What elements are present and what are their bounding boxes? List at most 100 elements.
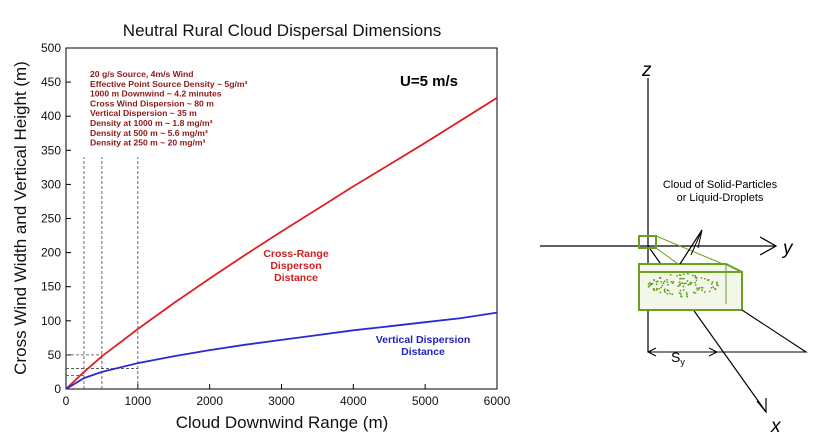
particle-dot <box>677 285 680 288</box>
particle-dot <box>666 279 668 281</box>
particle-dot <box>676 275 678 277</box>
particle-dot <box>694 274 697 277</box>
particle-dot <box>659 291 662 294</box>
particle-dot <box>682 289 685 291</box>
y-tick-label: 150 <box>41 280 61 294</box>
y-axis-label: Cross Wind Width and Vertical Height (m) <box>11 61 30 375</box>
particle-dot <box>711 281 714 284</box>
x-tick-label: 0 <box>63 394 70 408</box>
particle-dot <box>670 281 673 283</box>
y-axis-label: y <box>781 238 794 259</box>
particle-dot <box>686 280 689 282</box>
particle-dot <box>694 292 697 294</box>
particle-dot <box>653 279 655 282</box>
y-tick-label: 250 <box>41 212 61 226</box>
particle-dot <box>652 288 655 290</box>
particle-dot <box>660 286 663 289</box>
annotation-line: Density at 500 m ~ 5.6 mg/m³ <box>90 128 208 138</box>
particle-dot <box>715 282 718 285</box>
cross-range-label-line: Disperson <box>270 260 321 272</box>
particle-dot <box>672 280 675 283</box>
particle-dot <box>703 291 706 293</box>
reference-lines <box>66 157 139 389</box>
series-group <box>65 97 498 390</box>
particle-dot <box>669 292 671 295</box>
particle-dot <box>649 284 651 287</box>
particle-dot <box>679 289 682 292</box>
annotation-line: Cross Wind Dispersion ~ 80 m <box>90 98 214 108</box>
particle-dot <box>686 293 688 296</box>
particle-dot <box>663 290 666 292</box>
particle-dot <box>678 284 681 286</box>
cloud-label-line-1: Cloud of Solid-Particles <box>663 179 778 191</box>
vertical-dispersion-label-line: Vertical Dispersion <box>376 334 471 346</box>
y-ticks: 0 50 100 150 200 250 300 350 400 450 500 <box>41 41 71 396</box>
x-tick-label: 2000 <box>196 394 223 408</box>
particle-dot <box>681 277 683 280</box>
particle-dot <box>666 281 669 284</box>
y-tick-label: 100 <box>41 314 61 328</box>
x-axis-label: Cloud Downwind Range (m) <box>176 413 389 432</box>
z-axis-label: z <box>641 60 652 81</box>
cloud-box <box>638 263 743 311</box>
particle-dot <box>678 292 681 294</box>
particle-dot <box>710 286 713 289</box>
particle-dot <box>663 280 666 283</box>
particle-dot <box>671 282 674 285</box>
sy-label: Sy <box>671 349 685 367</box>
particle-dot <box>687 283 690 286</box>
particle-dot <box>685 292 688 294</box>
particle-dot <box>647 285 650 288</box>
particle-dot <box>661 284 664 287</box>
cross-range-label-line: Cross-Range <box>263 248 329 260</box>
particle-dot <box>679 277 681 280</box>
y-tick-label: 450 <box>41 75 61 89</box>
chart-title: Neutral Rural Cloud Dispersal Dimensions <box>123 21 441 40</box>
chart: Neutral Rural Cloud Dispersal Dimensions… <box>11 21 511 432</box>
particle-dot <box>680 295 683 298</box>
particle-dot <box>683 282 686 285</box>
annotation-line: 20 g/s Source, 4m/s Wind <box>90 69 194 79</box>
particle-dot <box>687 272 689 275</box>
x-tick-label: 6000 <box>484 394 511 408</box>
particle-dot <box>655 289 658 291</box>
annotation-line: Density at 250 m ~ 20 mg/m³ <box>90 138 205 148</box>
x-tick-label: 5000 <box>412 394 439 408</box>
particle-dot <box>653 289 656 292</box>
particle-dot <box>692 291 695 294</box>
cloud-pointer-arrowhead <box>690 229 703 256</box>
particle-dot <box>696 289 699 291</box>
y-tick-label: 500 <box>41 41 61 55</box>
particle-dot <box>658 288 660 290</box>
annotation-line: Density at 1000 m ~ 1.8 mg/m³ <box>90 118 213 128</box>
series-line-0 <box>65 97 498 390</box>
particle-dot <box>701 289 703 292</box>
x-ticks: 0 1000 2000 3000 4000 5000 6000 <box>63 384 511 408</box>
particle-dot <box>659 276 661 279</box>
particle-dot <box>704 277 706 280</box>
y-tick-label: 350 <box>41 143 61 157</box>
series-line-1 <box>65 311 498 390</box>
cloud-pointer-line <box>679 229 703 265</box>
annotation-line: Effective Point Source Density ~ 5g/m³ <box>90 79 247 89</box>
y-tick-label: 300 <box>41 177 61 191</box>
footprint-lines <box>648 309 808 353</box>
particle-dot <box>685 282 687 284</box>
particle-dot <box>712 286 715 288</box>
x-tick-label: 4000 <box>340 394 367 408</box>
vertical-dispersion-label-line: Distance <box>401 346 445 358</box>
y-tick-label: 0 <box>54 382 61 396</box>
particle-dot <box>692 274 694 277</box>
particle-dot <box>696 287 698 289</box>
particle-dot <box>682 285 685 288</box>
particle-dot <box>667 283 669 286</box>
y-tick-label: 50 <box>48 348 62 362</box>
y-tick-label: 200 <box>41 246 61 260</box>
particle-dot <box>669 274 672 276</box>
cloud-label-line-2: or Liquid-Droplets <box>677 192 764 204</box>
particle-dot <box>655 280 658 283</box>
particle-dot <box>708 290 711 293</box>
